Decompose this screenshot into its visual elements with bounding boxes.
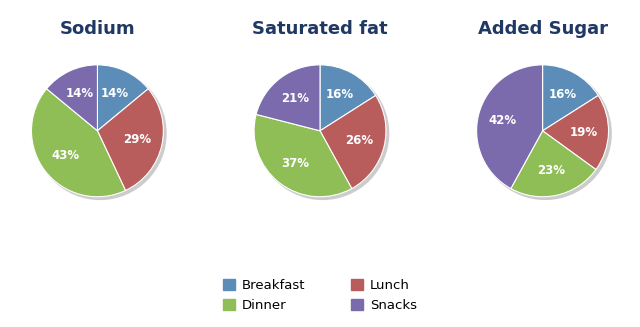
Wedge shape — [254, 114, 352, 197]
Circle shape — [34, 67, 166, 199]
Circle shape — [257, 67, 388, 199]
Wedge shape — [477, 65, 543, 189]
Text: 16%: 16% — [548, 89, 577, 101]
Title: Saturated fat: Saturated fat — [252, 21, 388, 39]
Text: 26%: 26% — [346, 134, 374, 147]
Text: 42%: 42% — [489, 114, 517, 127]
Wedge shape — [320, 65, 376, 131]
Wedge shape — [47, 65, 97, 131]
Text: 23%: 23% — [538, 164, 566, 177]
Wedge shape — [543, 95, 609, 170]
Title: Added Sugar: Added Sugar — [477, 21, 607, 39]
Text: 29%: 29% — [124, 133, 152, 146]
Wedge shape — [320, 95, 386, 189]
Wedge shape — [511, 131, 596, 197]
Legend: Breakfast, Dinner, Lunch, Snacks: Breakfast, Dinner, Lunch, Snacks — [218, 274, 422, 317]
Text: 21%: 21% — [281, 92, 309, 105]
Text: 19%: 19% — [570, 126, 598, 139]
Circle shape — [479, 67, 611, 199]
Text: 16%: 16% — [326, 89, 354, 101]
Wedge shape — [256, 65, 320, 131]
Wedge shape — [97, 65, 148, 131]
Wedge shape — [31, 89, 125, 197]
Text: 14%: 14% — [100, 87, 129, 100]
Wedge shape — [543, 65, 598, 131]
Text: 43%: 43% — [51, 149, 79, 163]
Text: 14%: 14% — [66, 87, 94, 100]
Title: Sodium: Sodium — [60, 21, 135, 39]
Text: 37%: 37% — [281, 157, 309, 170]
Wedge shape — [97, 89, 163, 190]
